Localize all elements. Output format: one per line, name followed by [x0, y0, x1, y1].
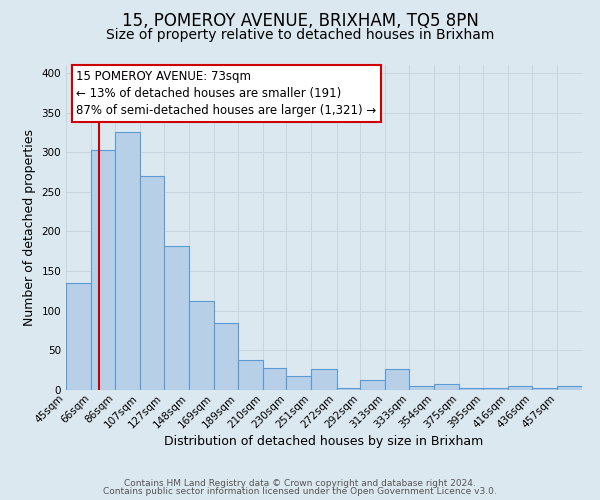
Bar	[532, 388, 557, 390]
Bar	[311, 370, 337, 390]
Bar	[263, 368, 286, 390]
Bar	[508, 386, 532, 390]
Text: 15, POMEROY AVENUE, BRIXHAM, TQ5 8PN: 15, POMEROY AVENUE, BRIXHAM, TQ5 8PN	[122, 12, 478, 30]
Text: Contains HM Land Registry data © Crown copyright and database right 2024.: Contains HM Land Registry data © Crown c…	[124, 478, 476, 488]
Bar	[483, 388, 508, 390]
Text: 15 POMEROY AVENUE: 73sqm
← 13% of detached houses are smaller (191)
87% of semi-: 15 POMEROY AVENUE: 73sqm ← 13% of detach…	[76, 70, 377, 117]
Bar	[214, 324, 238, 390]
Bar	[459, 388, 483, 390]
Bar	[140, 176, 164, 390]
Text: Contains public sector information licensed under the Open Government Licence v3: Contains public sector information licen…	[103, 488, 497, 496]
Bar	[434, 384, 459, 390]
Bar	[286, 376, 311, 390]
Text: Size of property relative to detached houses in Brixham: Size of property relative to detached ho…	[106, 28, 494, 42]
Bar	[238, 360, 263, 390]
X-axis label: Distribution of detached houses by size in Brixham: Distribution of detached houses by size …	[164, 435, 484, 448]
Bar	[66, 283, 91, 390]
Bar	[361, 380, 385, 390]
Bar	[337, 388, 361, 390]
Y-axis label: Number of detached properties: Number of detached properties	[23, 129, 36, 326]
Bar	[115, 132, 140, 390]
Bar	[385, 370, 409, 390]
Bar	[189, 301, 214, 390]
Bar	[409, 386, 434, 390]
Bar	[164, 246, 189, 390]
Bar	[91, 150, 115, 390]
Bar	[557, 386, 582, 390]
